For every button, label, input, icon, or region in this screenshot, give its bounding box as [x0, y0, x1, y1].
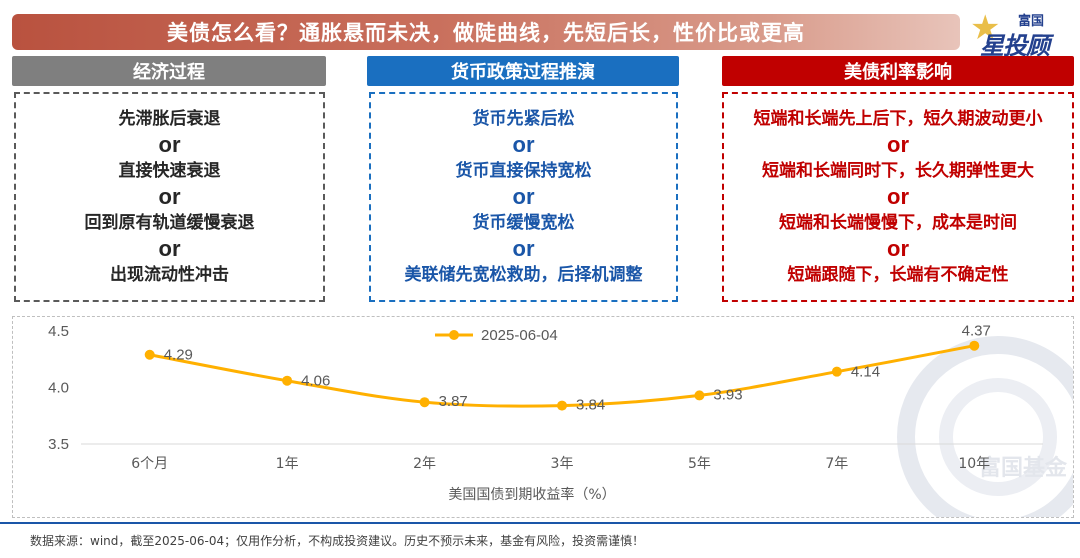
or-separator: or	[158, 132, 181, 157]
data-point	[419, 397, 430, 408]
treasury-rate-header: 美债利率影响	[722, 56, 1074, 86]
data-point	[557, 400, 567, 411]
or-separator: or	[512, 184, 535, 209]
watermark-text: 富国基金	[979, 455, 1068, 481]
monetary-policy-header: 货币政策过程推演	[367, 56, 679, 86]
footnote: 数据来源：wind，截至2025-06-04；仅用作分析，不构成投资建议。历史不…	[30, 534, 645, 548]
logo-line-1: 富国	[1018, 14, 1045, 29]
data-point	[969, 340, 980, 351]
scenario-item: 出现流动性冲击	[110, 265, 229, 285]
chart-frame: 富国基金 3.5 4.0 4.5 6个月 1年 2年 3年 5年 7年 10年美国国债到期收益率（%…	[12, 316, 1074, 518]
or-separator: or	[887, 236, 909, 261]
scenario-item: 短端和长端先上后下，短久期波动更小	[753, 109, 1043, 129]
scenario-item: 短端和长端慢慢下，成本是时间	[779, 213, 1017, 233]
scenario-item: 短端和长端同时下，长久期弹性更大	[762, 161, 1034, 181]
scenario-item: 货币先紧后松	[472, 109, 575, 129]
footer-divider	[0, 522, 1080, 524]
economy-box: 先滞胀后衰退 or 直接快速衰退 or 回到原有轨道缓慢衰退 or 出现流动性冲击	[14, 92, 325, 302]
x-tick-label: 2年	[413, 456, 436, 472]
or-separator: or	[512, 236, 535, 261]
brand-logo: ★ 富国 星投顾	[966, 6, 1072, 60]
scenario-item: 直接快速衰退	[118, 161, 221, 181]
data-label: 4.06	[301, 373, 330, 390]
data-label: 3.93	[713, 386, 742, 403]
data-label: 4.29	[164, 347, 193, 364]
scenario-item: 短端跟随下，长端有不确定性	[787, 265, 1009, 285]
data-label: 3.87	[439, 393, 468, 410]
watermark-ring	[897, 336, 1073, 517]
data-point	[831, 366, 842, 377]
scenario-item: 货币直接保持宽松	[455, 161, 592, 181]
star-icon: ★	[970, 8, 1001, 48]
or-separator: or	[158, 236, 181, 261]
legend-marker	[449, 330, 459, 340]
data-point	[694, 390, 705, 401]
economy-header: 经济过程	[12, 56, 326, 86]
x-tick-label: 3年	[551, 456, 574, 472]
logo-line-2: 星投顾	[980, 32, 1050, 60]
x-tick-label: 1年	[276, 456, 299, 472]
data-label: 3.84	[576, 397, 605, 414]
watermark-ring-inner	[939, 378, 1057, 496]
y-tick-label: 3.5	[48, 436, 69, 453]
y-tick-label: 4.0	[48, 380, 69, 397]
page-title: 美债怎么看？通胀悬而未决，做陡曲线，先短后长，性价比或更高	[12, 14, 960, 50]
x-tick-label: 5年	[688, 456, 711, 472]
or-separator: or	[512, 132, 535, 157]
yield-curve-chart: 富国基金 3.5 4.0 4.5 6个月 1年 2年 3年 5年 7年 10年美国国债到期收益率（%…	[48, 323, 1073, 517]
y-tick-label: 4.5	[48, 323, 69, 340]
legend-label: 2025-06-04	[481, 327, 558, 344]
scenario-item: 美联储先宽松救助，后择机调整	[404, 265, 643, 285]
or-separator: or	[887, 132, 909, 157]
data-label: 4.37	[962, 323, 991, 340]
x-axis-title: 美国国债到期收益率（%）	[448, 486, 615, 503]
scenario-item: 货币缓慢宽松	[472, 213, 575, 233]
data-point	[144, 349, 155, 360]
data-point	[282, 375, 293, 386]
or-separator: or	[887, 184, 909, 209]
scenario-item: 先滞胀后衰退	[118, 109, 221, 129]
scenario-item: 回到原有轨道缓慢衰退	[84, 213, 255, 233]
x-tick-label: 6个月	[131, 456, 168, 472]
monetary-policy-box: 货币先紧后松 or 货币直接保持宽松 or 货币缓慢宽松 or 美联储先宽松救助，后择机调整	[369, 92, 678, 302]
treasury-rate-box: 短端和长端先上后下，短久期波动更小 or 短端和长端同时下，长久期弹性更大 or 短端和…	[722, 92, 1074, 302]
x-tick-label: 10年	[958, 456, 990, 472]
x-tick-label: 7年	[825, 456, 848, 472]
data-label: 4.14	[851, 364, 880, 381]
or-separator: or	[158, 184, 181, 209]
